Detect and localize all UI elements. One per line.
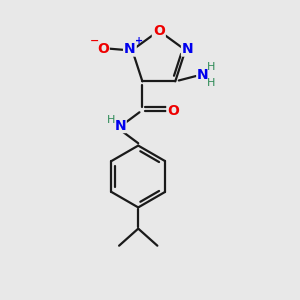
Text: N: N xyxy=(182,42,194,56)
Text: N: N xyxy=(124,42,136,56)
Text: H: H xyxy=(206,62,215,72)
Text: H: H xyxy=(206,78,215,88)
Text: +: + xyxy=(135,36,143,46)
Text: H: H xyxy=(107,115,115,124)
Text: O: O xyxy=(153,24,165,38)
Text: N: N xyxy=(115,118,126,133)
Text: −: − xyxy=(90,35,99,45)
Text: O: O xyxy=(97,42,109,56)
Text: N: N xyxy=(197,68,208,83)
Text: O: O xyxy=(167,104,179,118)
